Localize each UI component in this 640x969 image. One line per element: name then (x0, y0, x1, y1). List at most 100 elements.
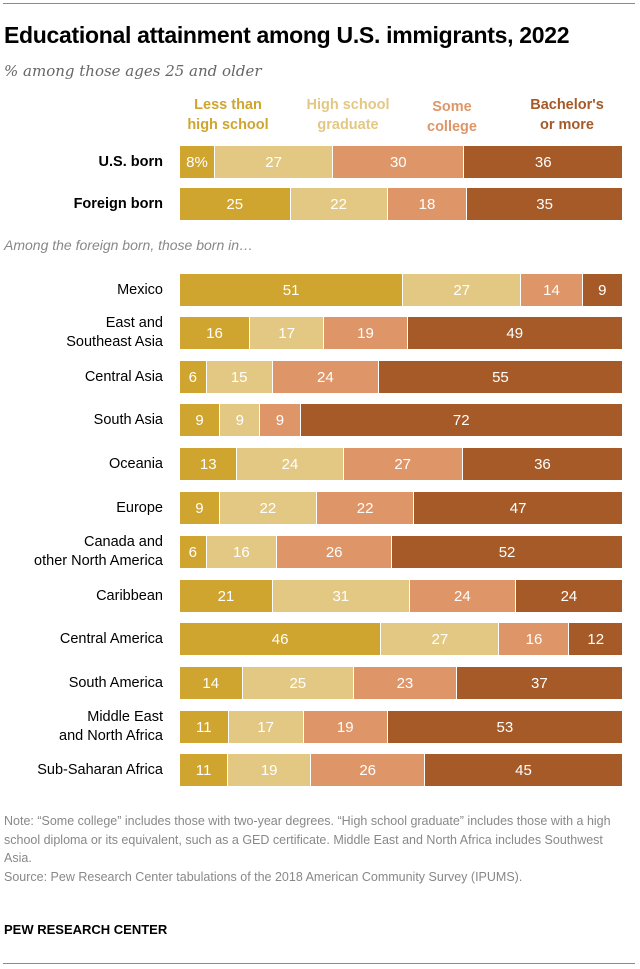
data-label: 53 (496, 718, 514, 736)
bar-segment: 25 (242, 667, 355, 699)
bar-segment: 14 (521, 274, 583, 306)
data-label: 49 (506, 324, 524, 342)
chart-subtitle: % among those ages 25 and older (4, 62, 262, 80)
data-label: 26 (325, 543, 343, 561)
category-label-line: Canada and (83, 534, 163, 550)
legend-label: Less than (194, 97, 262, 113)
bar-segment: 27 (343, 448, 463, 480)
category-label-line: Mexico (117, 281, 163, 298)
category-label-line: East and (105, 315, 163, 331)
category-label-line: and North Africa (59, 728, 163, 744)
data-label: 26 (359, 761, 377, 779)
data-label: 47 (509, 499, 527, 517)
bar-segment: 11 (180, 754, 229, 786)
data-label: 25 (289, 674, 307, 692)
category-label-line: Oceania (108, 455, 163, 472)
bar-segment: 35 (467, 188, 622, 220)
data-label: 8% (186, 153, 208, 171)
category-label: Canada and other North America (34, 533, 163, 571)
data-label: 36 (534, 153, 552, 171)
legend-item: High school graduate (288, 95, 408, 135)
data-label: 37 (531, 674, 548, 692)
category-label-line: other North America (34, 553, 163, 569)
legend-label: Bachelor's (530, 97, 604, 113)
category-label: Central Asia (85, 368, 163, 387)
data-label: 24 (454, 587, 471, 605)
bar-segment: 16 (499, 623, 570, 655)
bar-segment: 51 (180, 274, 404, 306)
data-label: 9 (195, 499, 204, 517)
data-label: 9 (275, 411, 285, 429)
bar-segment: 22 (219, 492, 317, 524)
bar-segment: 24 (409, 580, 516, 612)
bar-segment: 16 (206, 536, 278, 568)
data-label: 17 (257, 718, 275, 736)
bar-segment: 17 (228, 711, 304, 743)
legend-item: Bachelor's or more (507, 95, 627, 135)
data-label: 45 (515, 761, 532, 779)
bar-segment: 19 (324, 317, 408, 349)
data-label: 13 (199, 455, 217, 473)
bar-segment: 11 (180, 711, 229, 743)
category-label-line: Central America (59, 630, 163, 647)
bar-segment: 12 (569, 623, 622, 655)
data-label: 35 (536, 195, 553, 213)
category-label-line: South America (68, 674, 163, 691)
category-label-line: U.S. born (98, 153, 163, 170)
data-label: 22 (330, 195, 347, 213)
bar-segment: 23 (354, 667, 457, 699)
category-label: South America (69, 674, 163, 693)
bar-segment: 46 (180, 623, 382, 655)
bottom-rule (3, 963, 635, 964)
bar-segment: 9 (180, 492, 220, 524)
data-label: 55 (492, 368, 509, 386)
source-text: Source: Pew Research Center tabulations … (4, 869, 523, 884)
category-label: Oceania (109, 455, 163, 474)
bar-segment: 15 (206, 361, 273, 393)
bar-segment: 27 (381, 623, 500, 655)
category-label-line: Sub-Saharan Africa (37, 761, 163, 778)
bar-segment: 27 (403, 274, 522, 306)
data-label: 6 (188, 543, 197, 561)
data-label: 9 (598, 281, 607, 299)
bar-segment: 9 (180, 404, 221, 436)
legend-label: graduate (317, 117, 379, 133)
legend-label: or more (540, 117, 594, 133)
category-label: Europe (116, 499, 163, 518)
legend-label: college (427, 119, 477, 135)
bar-segment: 24 (515, 580, 622, 612)
bar-segment: 9 (582, 274, 622, 306)
bar-segment: 19 (228, 754, 312, 786)
bar-segment: 36 (462, 448, 622, 480)
data-label: 27 (265, 153, 282, 171)
category-label: Foreign born (74, 195, 163, 214)
bar-segment: 24 (272, 361, 379, 393)
bar-segment: 13 (180, 448, 238, 480)
data-label: 9 (195, 411, 204, 429)
bar-segment: 49 (407, 317, 622, 349)
bar-segment: 9 (220, 404, 261, 436)
bar-segment: 19 (303, 711, 388, 743)
legend-item: Some college (392, 97, 512, 137)
data-label: 11 (195, 761, 212, 779)
category-label: U.S. born (99, 153, 163, 172)
legend-label: high school (187, 117, 269, 133)
category-label: South Asia (94, 411, 163, 430)
bar-segment: 52 (392, 536, 622, 568)
data-label: 14 (543, 281, 560, 299)
bar-segment: 16 (180, 317, 251, 349)
data-label: 19 (357, 324, 374, 342)
note-text: Note: “Some college” includes those with… (4, 814, 611, 865)
data-label: 25 (226, 195, 244, 213)
category-label-line: South Asia (93, 411, 163, 428)
category-label: Mexico (117, 281, 163, 300)
bar-segment: 22 (290, 188, 388, 220)
category-label-line: Southeast Asia (66, 334, 163, 350)
data-label: 23 (396, 674, 414, 692)
bar-segment: 17 (250, 317, 325, 349)
data-label: 27 (453, 281, 471, 299)
category-label: Middle East and North Africa (59, 708, 163, 746)
legend-label: High school (306, 97, 390, 113)
category-label: Caribbean (96, 587, 163, 606)
bar-segment: 72 (300, 404, 622, 436)
